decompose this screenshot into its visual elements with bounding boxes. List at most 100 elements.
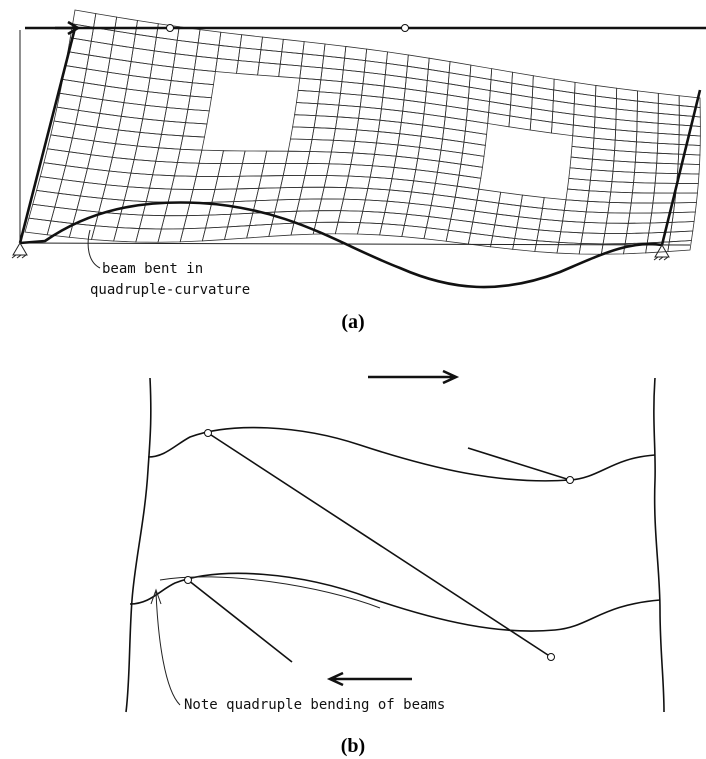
mesh-cell xyxy=(297,199,322,211)
mesh-cell xyxy=(177,149,201,163)
mesh-cell xyxy=(298,78,321,92)
mesh-cell xyxy=(162,121,186,136)
left-column xyxy=(20,28,75,243)
mesh-cell xyxy=(161,216,186,229)
mesh-cell xyxy=(335,117,358,130)
mesh-cell xyxy=(279,64,302,78)
strut xyxy=(468,448,570,480)
mesh-cell xyxy=(321,68,343,82)
mesh-cell xyxy=(465,120,487,134)
mesh-cell xyxy=(467,98,489,112)
mesh-cell xyxy=(585,212,608,223)
mesh-cell xyxy=(319,80,342,94)
mesh-cell xyxy=(444,117,467,131)
mesh-cell xyxy=(199,150,223,163)
mesh-cell xyxy=(202,227,227,241)
mesh-cell xyxy=(466,109,488,123)
mesh-cell xyxy=(331,140,355,153)
mesh-cell xyxy=(146,188,171,202)
mesh-cell xyxy=(173,54,196,70)
mesh-cell xyxy=(628,213,651,223)
hinge xyxy=(548,654,555,661)
mesh-cell xyxy=(117,214,143,229)
mesh-cell xyxy=(136,229,162,243)
mesh-cell xyxy=(649,222,672,233)
annotation: Note quadruple bending of beams xyxy=(184,697,445,713)
mesh-cell xyxy=(206,214,231,228)
mesh-cell xyxy=(612,171,635,182)
mesh-cell xyxy=(533,76,554,90)
shear-arrow xyxy=(368,371,456,383)
mesh-cell xyxy=(343,188,367,200)
mesh-cell xyxy=(25,218,51,235)
hinge xyxy=(205,430,212,437)
mesh-cell xyxy=(469,76,491,90)
mesh-cell xyxy=(553,101,575,115)
mesh-cell xyxy=(657,143,679,154)
mesh-cell xyxy=(310,140,334,152)
mesh-cell xyxy=(657,153,679,164)
mesh-cell xyxy=(159,134,183,149)
mesh-cell xyxy=(294,211,319,223)
mesh-cell xyxy=(139,215,164,229)
mesh-cell xyxy=(180,228,205,242)
mesh-cell xyxy=(464,131,487,145)
mesh-cell xyxy=(535,241,559,253)
mesh-cell xyxy=(329,152,353,164)
mesh-cell xyxy=(561,221,585,233)
mesh-cell xyxy=(212,189,237,202)
mesh-cell xyxy=(338,211,363,223)
mesh-cell xyxy=(655,173,677,183)
mesh-cell xyxy=(370,166,394,179)
mesh-cell xyxy=(509,116,531,130)
mesh-cell xyxy=(196,43,219,59)
mesh-cell xyxy=(634,172,656,183)
mesh-cell xyxy=(324,175,348,187)
mesh-cell xyxy=(511,83,533,97)
mesh-cell xyxy=(425,92,447,106)
mesh-cell xyxy=(676,183,699,193)
mesh-cell xyxy=(102,185,127,201)
mesh-cell xyxy=(301,54,323,68)
mesh-cell xyxy=(631,193,654,203)
mesh-cell xyxy=(261,163,285,176)
mesh-cell xyxy=(553,90,574,104)
mesh-cell xyxy=(300,187,325,199)
mesh-cell xyxy=(264,151,288,163)
mesh-cell xyxy=(215,58,238,73)
mesh-cell xyxy=(358,223,383,235)
mesh-cell xyxy=(153,161,178,176)
mesh-cell xyxy=(171,176,196,190)
mesh-cell xyxy=(190,189,215,202)
mesh-cell xyxy=(218,164,242,177)
mesh-cell xyxy=(234,188,259,201)
mesh-cell xyxy=(382,212,407,225)
mesh-cell xyxy=(470,65,492,80)
mesh-cell xyxy=(219,32,242,47)
mesh-cell xyxy=(406,66,428,80)
leader xyxy=(151,590,180,705)
mesh-cell xyxy=(158,229,183,242)
mesh-cell xyxy=(551,122,573,135)
mesh-cell xyxy=(240,164,264,177)
mesh-cell xyxy=(490,91,512,105)
mesh-cell xyxy=(247,224,272,238)
mesh-cell xyxy=(318,92,341,105)
strut xyxy=(188,580,292,662)
mesh-cell xyxy=(603,233,627,243)
right-column xyxy=(654,378,664,712)
mesh-cell xyxy=(375,143,398,156)
mesh-cell xyxy=(131,160,156,175)
mesh-cell xyxy=(171,67,194,83)
mesh-cell xyxy=(278,187,303,200)
support xyxy=(12,243,27,258)
mesh-cell xyxy=(468,87,490,101)
mesh-cell xyxy=(269,223,294,236)
mesh-cell xyxy=(636,132,658,144)
mesh-cell xyxy=(280,175,304,187)
mesh-cell xyxy=(380,224,405,237)
mesh-cell xyxy=(581,233,605,244)
mesh-cell xyxy=(283,163,307,175)
mesh-cell xyxy=(635,162,657,173)
mesh-cell xyxy=(196,163,221,176)
